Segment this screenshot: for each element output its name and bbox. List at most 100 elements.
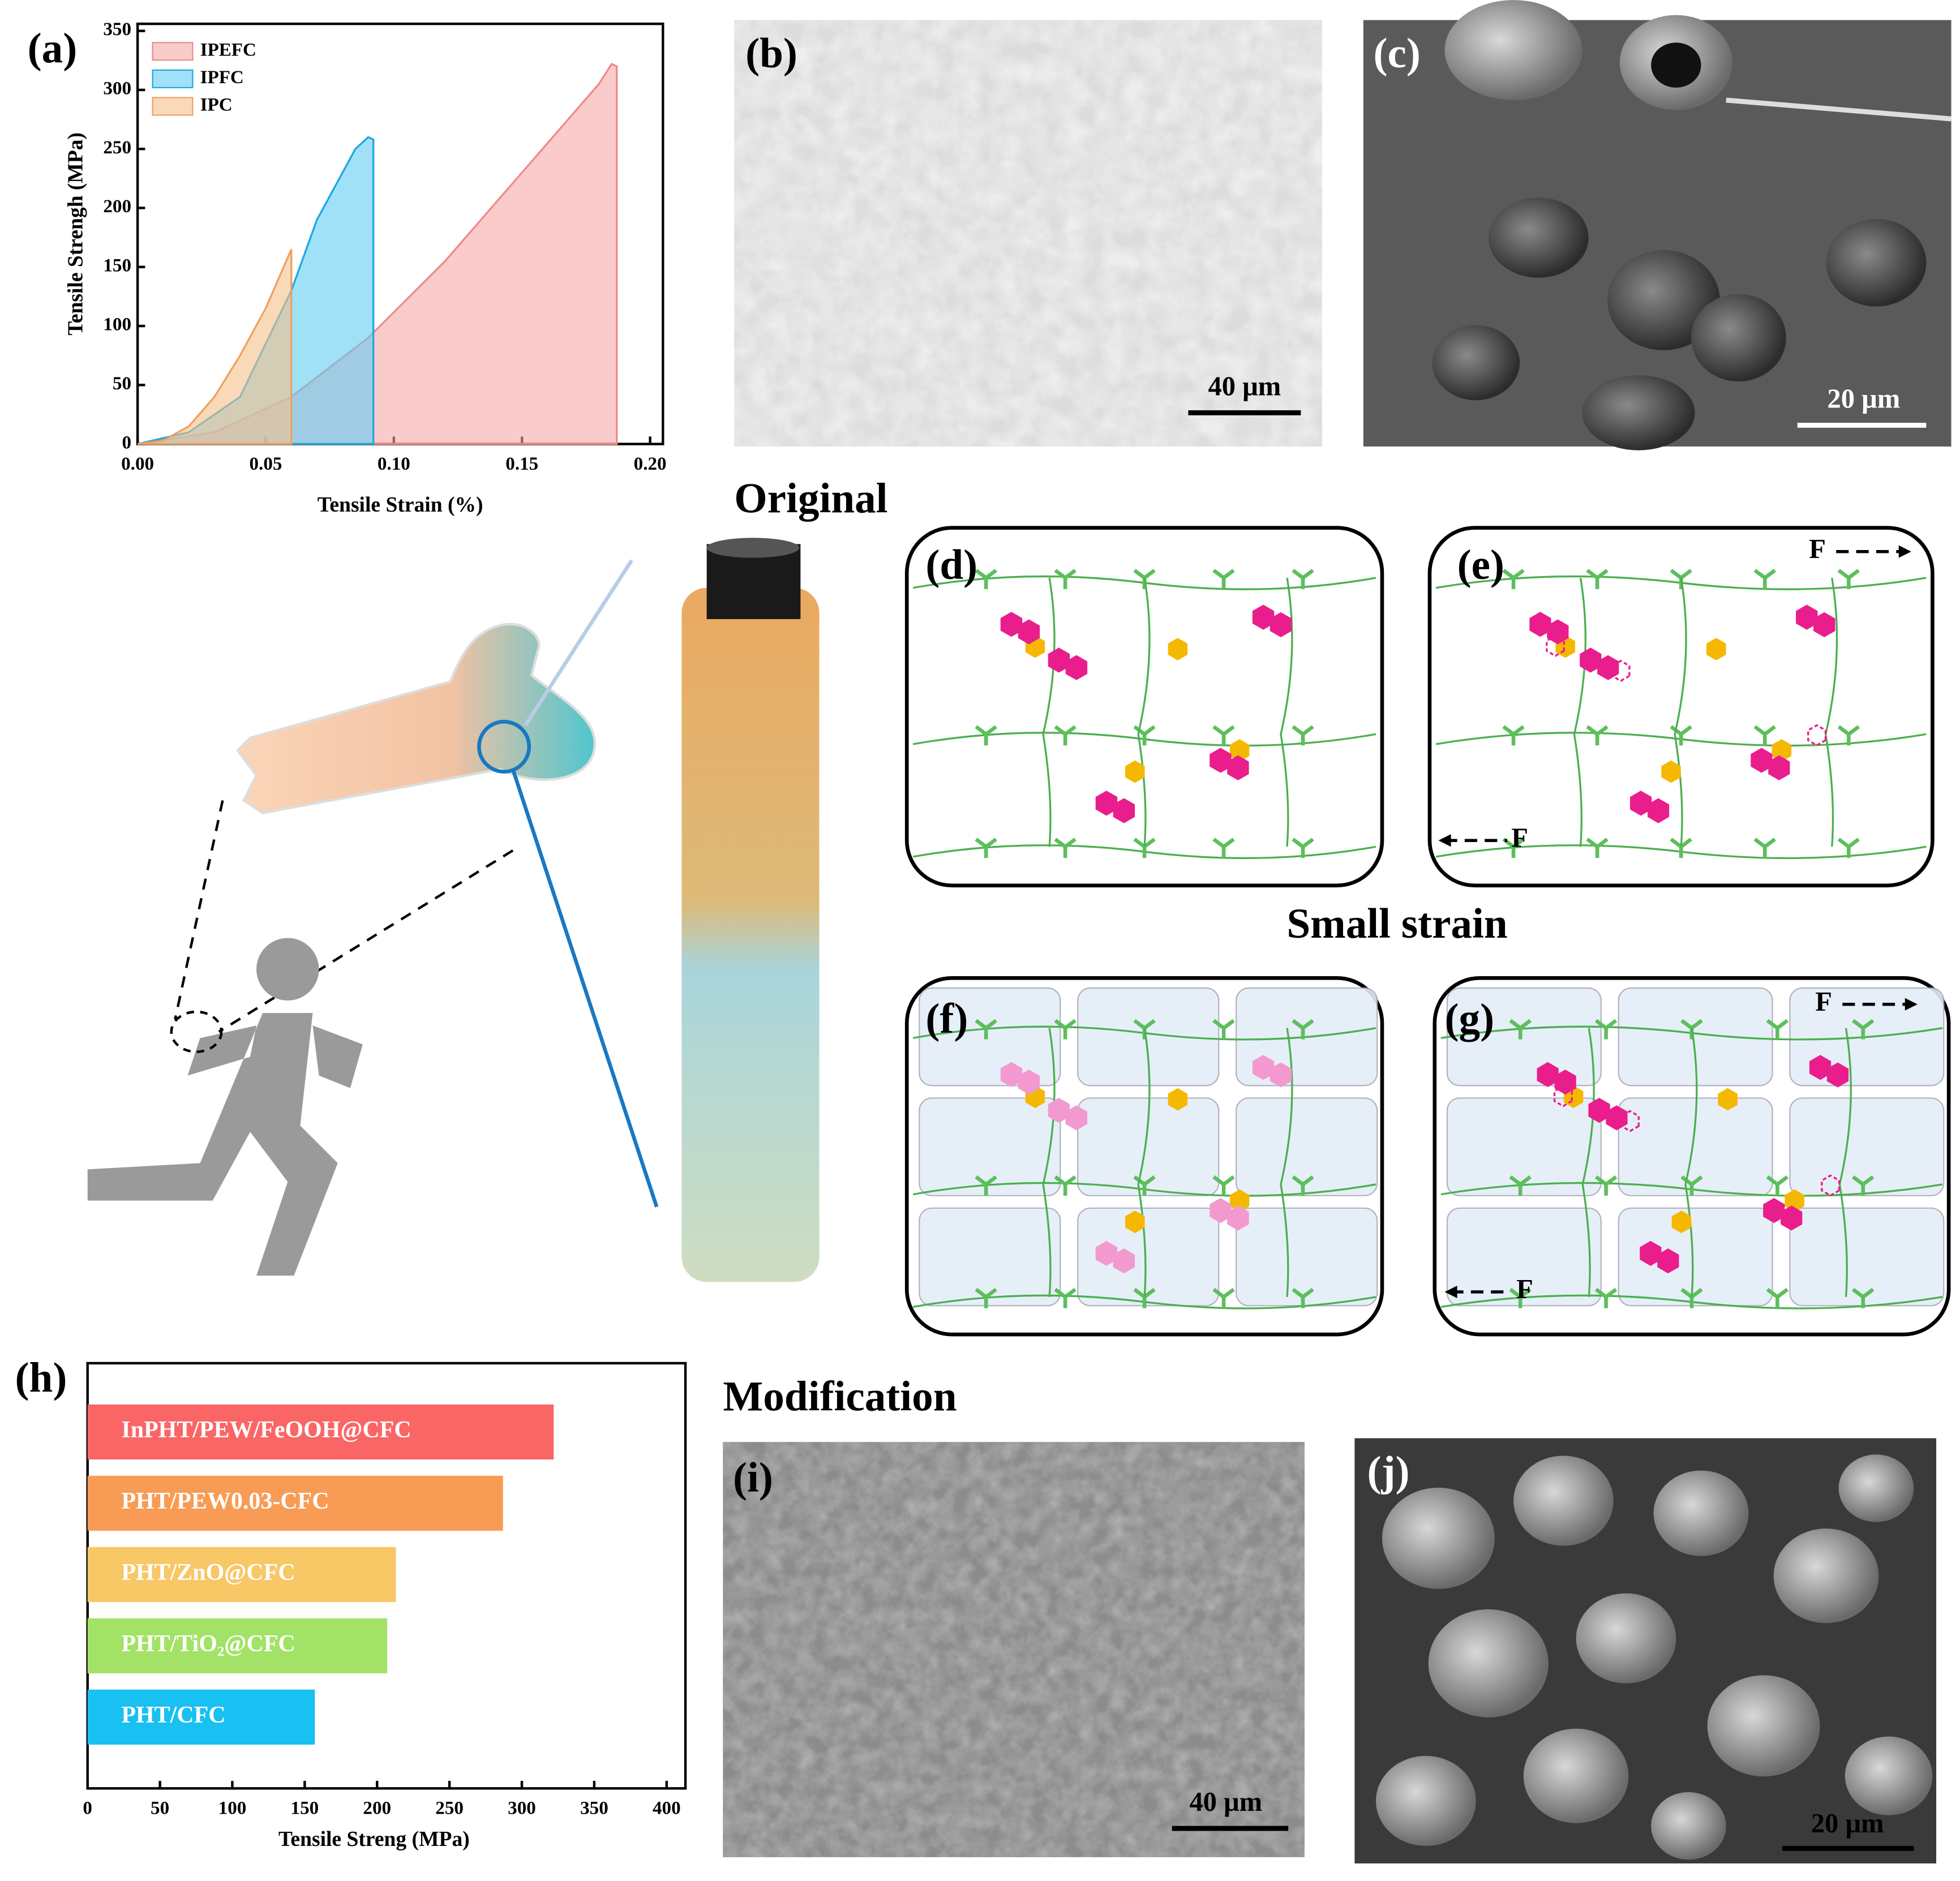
sem-blob — [1576, 1593, 1676, 1684]
node — [1212, 1287, 1235, 1308]
node — [975, 1287, 997, 1308]
x-axis-label: Tensile Strain (%) — [318, 493, 483, 517]
hexagon — [1826, 1062, 1849, 1088]
chain — [1280, 577, 1293, 847]
node — [1753, 569, 1776, 590]
hexagon — [1113, 798, 1135, 823]
ice-block — [1077, 987, 1220, 1086]
hexagon — [1065, 655, 1088, 680]
x-tick-label: 0.10 — [378, 453, 410, 474]
heading: Small strain — [1286, 900, 1507, 947]
x-axis-label: Tensile Streng (MPa) — [278, 1828, 470, 1851]
node — [1586, 569, 1609, 590]
node — [1292, 838, 1314, 858]
node — [1594, 1019, 1618, 1040]
hexagon — [1647, 798, 1670, 823]
ice-block — [1236, 1097, 1378, 1196]
chain — [1042, 1028, 1056, 1297]
sem-blob — [1845, 1736, 1933, 1815]
node — [1837, 838, 1860, 858]
node — [1837, 725, 1860, 746]
sem-features — [1375, 1454, 1933, 1860]
sem-blob — [1428, 1609, 1549, 1717]
sem-blob — [1653, 1470, 1749, 1556]
node — [1212, 1019, 1235, 1040]
panel-label: (a) — [28, 25, 78, 72]
x-tick-label: 400 — [653, 1798, 681, 1819]
hexagon — [1000, 1062, 1023, 1088]
node — [1054, 1019, 1077, 1040]
x-tick-label: 200 — [363, 1798, 391, 1819]
hexagon — [1661, 760, 1681, 783]
legend-label: IPEFC — [200, 39, 256, 60]
hexagon — [1785, 1189, 1804, 1212]
hexagon — [1706, 638, 1726, 660]
area — [137, 248, 293, 445]
hexagon — [1553, 1085, 1573, 1107]
hexagon — [1763, 1198, 1785, 1223]
node — [1509, 1287, 1532, 1308]
x-tick-label: 0 — [83, 1798, 92, 1819]
bar-label: InPHT/PEW/FeOOH@CFC — [121, 1417, 411, 1443]
force-label: F — [1809, 534, 1826, 564]
hexagon — [1529, 612, 1551, 637]
x-tick-label: 0.20 — [634, 453, 667, 474]
hexagon — [1657, 1248, 1679, 1274]
force-label: F — [1511, 822, 1528, 853]
node — [1670, 725, 1692, 746]
legend-label: IPC — [200, 95, 233, 115]
node — [975, 1175, 997, 1196]
hexagon — [1580, 647, 1602, 673]
hexagon — [1168, 1088, 1188, 1111]
node — [1852, 1175, 1875, 1196]
sem-blob — [1523, 1728, 1629, 1823]
hexagon — [1018, 619, 1040, 645]
node — [1292, 569, 1314, 590]
bar — [87, 1618, 388, 1674]
hexagon — [1620, 1110, 1640, 1132]
bar-label: PHT/CFC — [121, 1702, 225, 1728]
node — [1054, 1287, 1077, 1308]
panel-label: (h) — [15, 1354, 67, 1401]
ice-block — [1789, 1207, 1945, 1307]
hexagon — [1229, 1189, 1250, 1212]
ice-block — [1446, 1207, 1602, 1307]
hexagon — [1095, 1240, 1118, 1266]
node — [1680, 1175, 1703, 1196]
hexagon — [1270, 1062, 1292, 1088]
sem-blob — [1513, 1455, 1614, 1546]
hexagon — [1065, 1105, 1088, 1131]
legend-swatch — [152, 97, 194, 116]
panel-label: (g) — [1444, 995, 1494, 1042]
heading: Modification — [723, 1373, 957, 1420]
y-tick-label: 0 — [122, 432, 131, 453]
force-label: F — [1815, 986, 1832, 1017]
node — [1766, 1175, 1789, 1196]
heading: Original — [734, 475, 887, 522]
bar — [87, 1404, 554, 1460]
ice-block — [1236, 1207, 1378, 1307]
hexagon — [1772, 739, 1792, 762]
legend-swatch — [152, 69, 194, 88]
chain — [1042, 577, 1056, 847]
bar — [87, 1547, 396, 1603]
y-tick-label: 50 — [113, 373, 131, 394]
y-axis-label: Tensile Strengh (MPa) — [65, 132, 88, 336]
chain — [1280, 1028, 1293, 1297]
node — [1133, 1175, 1156, 1196]
x-tick-label: 350 — [580, 1798, 608, 1819]
node — [1292, 725, 1314, 746]
panel-label: (c) — [1374, 30, 1421, 77]
ice-block — [1446, 1097, 1602, 1196]
x-tick-label: 0.00 — [121, 453, 154, 474]
y-tick-label: 250 — [103, 137, 131, 158]
arrow-heads — [1438, 545, 1918, 1299]
node — [1766, 1287, 1789, 1308]
node — [1212, 725, 1235, 746]
chain — [1684, 1028, 1698, 1297]
scale-bar-label: 40 μm — [1189, 1786, 1262, 1817]
hexagon — [1611, 659, 1631, 682]
node — [1502, 725, 1525, 746]
hexagon — [1588, 1098, 1610, 1123]
node — [1054, 569, 1077, 590]
